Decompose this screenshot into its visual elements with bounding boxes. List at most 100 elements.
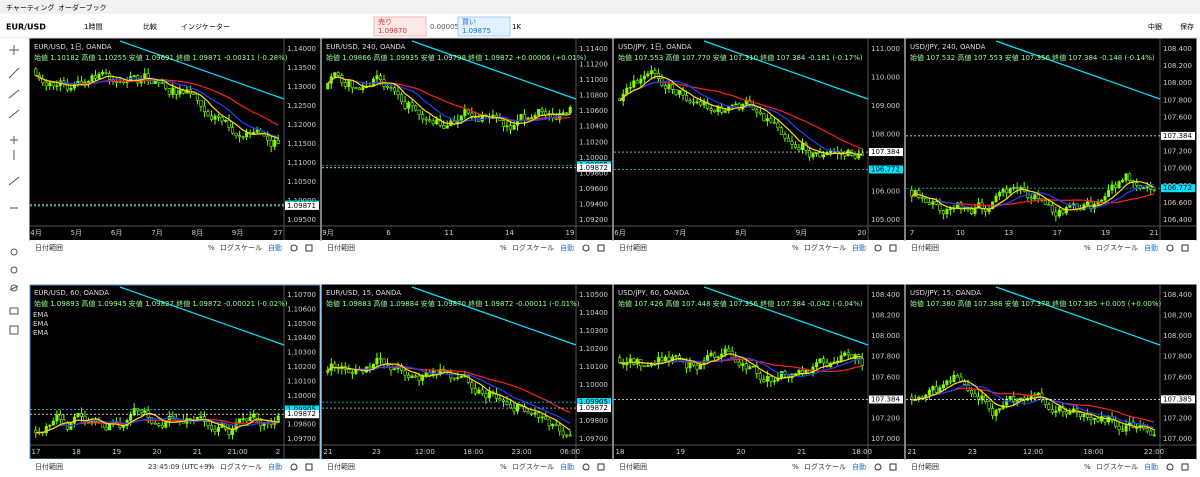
price-tag-label: 106.772 [871,165,900,173]
tool-icons[interactable] [8,45,20,335]
moving-average [327,76,571,123]
price-tag-label: 1.09905 [287,405,316,413]
candle-body [727,348,731,352]
moving-average [619,75,863,156]
pane-footer [322,240,612,256]
chart-pane [29,38,321,241]
candle-body [667,356,671,362]
percent-toggle[interactable]: % [500,244,507,252]
trend-line [119,286,285,346]
candle-body [910,189,914,197]
candle-body [1057,209,1061,217]
candle-body [76,412,80,418]
price-tag [1161,131,1195,140]
time-label: 14 [505,229,514,237]
price-label: 107.000 [1163,165,1192,173]
candle-body [1033,194,1037,200]
tab[interactable]: チャーティング [6,3,55,12]
fullscreen-icon [305,244,313,252]
indicators[interactable]: インジケーター [181,22,230,31]
candle-body [223,120,228,122]
candle-body [209,424,214,430]
time-label: 6月 [111,229,122,237]
price-label: 108.200 [1163,62,1192,70]
percent-toggle[interactable]: % [792,463,799,471]
candle-body [238,135,242,138]
candle-body [530,117,534,119]
trend-line [411,40,577,100]
symbol[interactable]: EUR/USD [6,23,46,32]
candle-body [1050,205,1054,213]
price-label: 106.600 [1163,199,1192,207]
trend-line [995,40,1161,100]
candle-body [213,115,217,120]
candle-body [248,416,252,422]
candle-body [677,355,682,361]
percent-toggle[interactable]: % [792,244,799,252]
candle-body [565,112,569,115]
candle-body [1047,204,1051,206]
candle-body [350,80,354,88]
tab-bar [0,0,1200,14]
clock: 23:45:09 (UTC+9) [148,463,212,471]
candle-body [670,84,675,90]
candle-body [663,85,667,90]
price-label: 1.11400 [579,45,608,53]
compare[interactable]: 比較 [143,22,157,31]
candle-body [357,87,361,90]
candle-body [505,125,509,128]
candle-body [195,93,199,101]
candle-body [815,362,819,368]
buy-button[interactable] [457,16,511,37]
candle-body [1121,429,1125,432]
candle-body [1082,414,1086,418]
percent-toggle[interactable]: % [1084,463,1091,471]
interval[interactable]: 1時間 [84,23,102,31]
candle-body [561,430,565,436]
candle-body [199,416,203,418]
candle-body [421,114,425,120]
candle-body [561,112,565,115]
time-label: 18:00 [852,448,872,456]
sell-button[interactable] [373,16,427,37]
price-tag-label: 1.09872 [579,404,608,412]
candle-body [797,370,801,375]
size[interactable]: 1K [512,23,521,31]
price-label: 1.09700 [579,435,608,443]
price-tag [577,163,611,172]
percent-toggle[interactable]: % [208,463,215,471]
candle-body [51,82,55,87]
candle-body [463,108,467,117]
save[interactable]: 保存 [1180,22,1194,31]
candle-body [1050,409,1054,413]
candle-body [1117,425,1121,431]
percent-toggle[interactable]: % [208,244,215,252]
pane-footer [322,459,612,475]
candle-body [706,101,710,109]
percent-toggle[interactable]: % [500,463,507,471]
percent-toggle[interactable]: % [1084,244,1091,252]
candle-body [199,100,203,107]
candle-body [1149,430,1153,436]
candle-body [1054,211,1058,217]
candle-body [202,105,206,112]
price-label: 1.09400 [579,200,608,208]
candle-body [741,363,745,366]
fullscreen-icon [889,244,897,252]
candle-body [955,374,959,378]
candle-body [1135,182,1139,186]
price-label: 1.10400 [579,123,608,131]
candle-body [674,89,678,95]
candle-body [783,134,787,139]
candle-body [252,132,256,135]
candle-body [153,80,157,84]
candle-body [452,377,456,380]
date-range: 日付範囲 [619,462,647,471]
candle-body [1096,418,1100,422]
candle-body [927,202,931,205]
tab[interactable]: オーダーブック [58,3,107,12]
layout[interactable]: 中銀 [1148,22,1162,31]
date-range: 日付範囲 [619,243,647,252]
candle-body [744,363,748,370]
candle-body [213,428,217,432]
